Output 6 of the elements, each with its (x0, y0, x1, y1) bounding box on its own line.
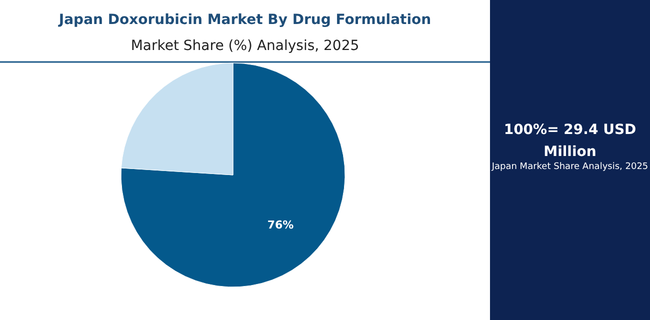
chart-subtitle: Market Share (%) Analysis, 2025 (130, 38, 360, 54)
text: 100%= 29.4 USD Million (504, 122, 636, 160)
data-label: 76% (267, 218, 294, 232)
chart-title: Japan Doxorubicin Market By Drug Formulation (58, 12, 432, 28)
text: Japan Market Share Analysis, 2025 (490, 162, 648, 172)
pie-slice (120, 62, 346, 288)
